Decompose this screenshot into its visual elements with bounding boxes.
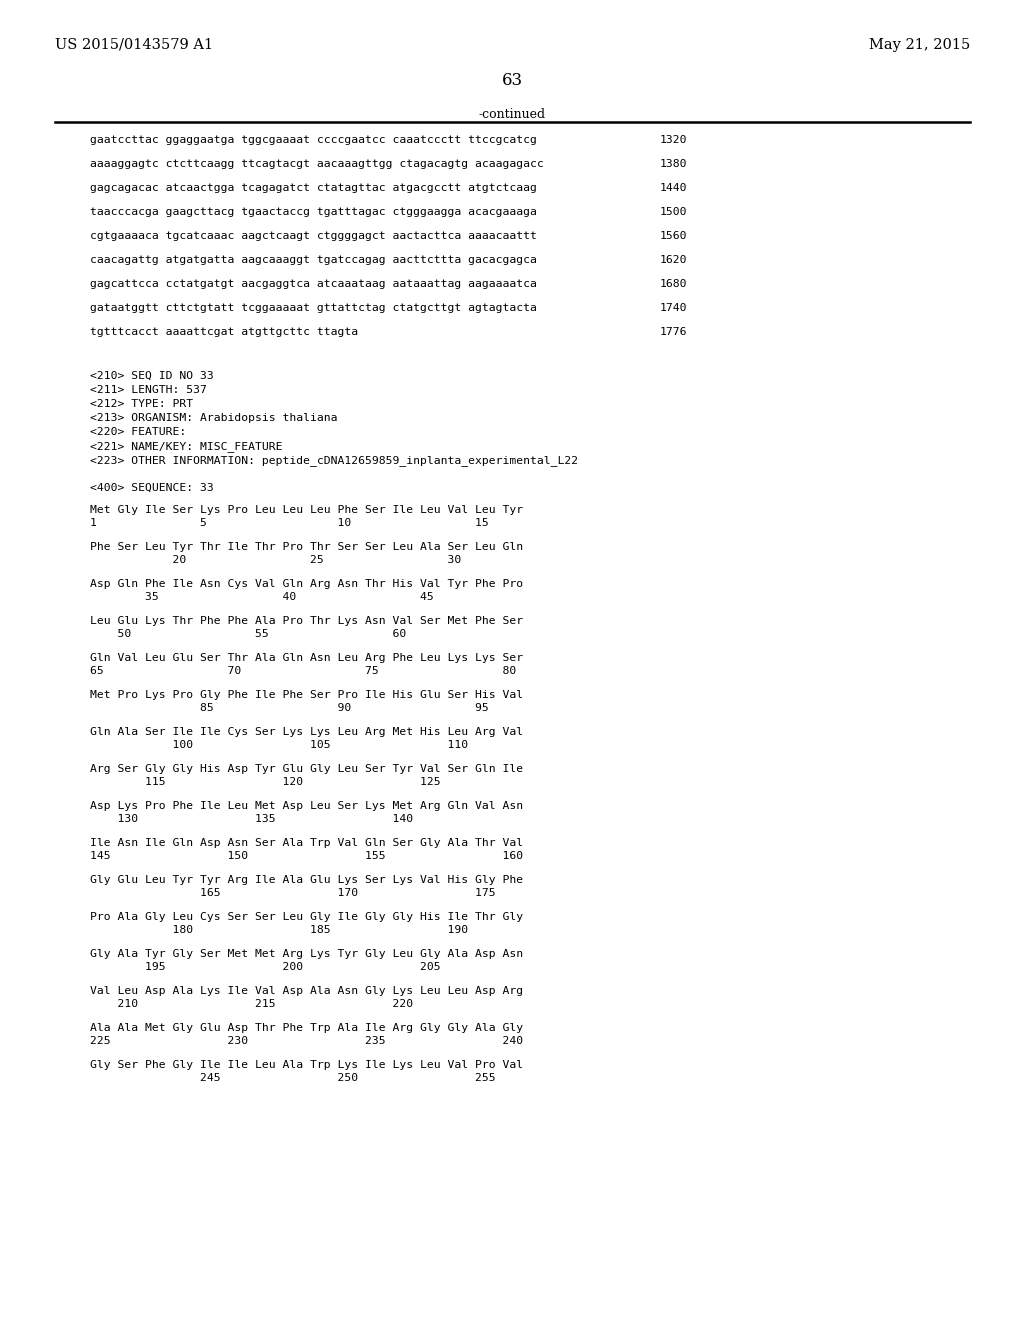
Text: cgtgaaaaca tgcatcaaac aagctcaagt ctggggagct aactacttca aaaacaattt: cgtgaaaaca tgcatcaaac aagctcaagt ctgggga… xyxy=(90,231,537,242)
Text: gagcagacac atcaactgga tcagagatct ctatagttac atgacgcctt atgtctcaag: gagcagacac atcaactgga tcagagatct ctatagt… xyxy=(90,183,537,193)
Text: 145                 150                 155                 160: 145 150 155 160 xyxy=(90,851,523,861)
Text: 20                  25                  30: 20 25 30 xyxy=(90,554,461,565)
Text: Ile Asn Ile Gln Asp Asn Ser Ala Trp Val Gln Ser Gly Ala Thr Val: Ile Asn Ile Gln Asp Asn Ser Ala Trp Val … xyxy=(90,838,523,847)
Text: 50                  55                  60: 50 55 60 xyxy=(90,630,407,639)
Text: gagcattcca cctatgatgt aacgaggtca atcaaataag aataaattag aagaaaatca: gagcattcca cctatgatgt aacgaggtca atcaaat… xyxy=(90,279,537,289)
Text: 165                 170                 175: 165 170 175 xyxy=(90,888,496,898)
Text: 65                  70                  75                  80: 65 70 75 80 xyxy=(90,667,516,676)
Text: gaatccttac ggaggaatga tggcgaaaat ccccgaatcc caaatccctt ttccgcatcg: gaatccttac ggaggaatga tggcgaaaat ccccgaa… xyxy=(90,135,537,145)
Text: 115                 120                 125: 115 120 125 xyxy=(90,777,440,787)
Text: Leu Glu Lys Thr Phe Phe Ala Pro Thr Lys Asn Val Ser Met Phe Ser: Leu Glu Lys Thr Phe Phe Ala Pro Thr Lys … xyxy=(90,616,523,626)
Text: <220> FEATURE:: <220> FEATURE: xyxy=(90,426,186,437)
Text: aaaaggagtc ctcttcaagg ttcagtacgt aacaaagttgg ctagacagtg acaagagacc: aaaaggagtc ctcttcaagg ttcagtacgt aacaaag… xyxy=(90,158,544,169)
Text: Met Pro Lys Pro Gly Phe Ile Phe Ser Pro Ile His Glu Ser His Val: Met Pro Lys Pro Gly Phe Ile Phe Ser Pro … xyxy=(90,690,523,700)
Text: 85                  90                  95: 85 90 95 xyxy=(90,704,488,713)
Text: 1740: 1740 xyxy=(660,304,687,313)
Text: 63: 63 xyxy=(502,73,522,88)
Text: <211> LENGTH: 537: <211> LENGTH: 537 xyxy=(90,385,207,395)
Text: 130                 135                 140: 130 135 140 xyxy=(90,814,413,824)
Text: 1620: 1620 xyxy=(660,255,687,265)
Text: Gln Val Leu Glu Ser Thr Ala Gln Asn Leu Arg Phe Leu Lys Lys Ser: Gln Val Leu Glu Ser Thr Ala Gln Asn Leu … xyxy=(90,653,523,663)
Text: Met Gly Ile Ser Lys Pro Leu Leu Leu Phe Ser Ile Leu Val Leu Tyr: Met Gly Ile Ser Lys Pro Leu Leu Leu Phe … xyxy=(90,506,523,515)
Text: May 21, 2015: May 21, 2015 xyxy=(868,38,970,51)
Text: 1500: 1500 xyxy=(660,207,687,216)
Text: <213> ORGANISM: Arabidopsis thaliana: <213> ORGANISM: Arabidopsis thaliana xyxy=(90,413,338,422)
Text: Asp Lys Pro Phe Ile Leu Met Asp Leu Ser Lys Met Arg Gln Val Asn: Asp Lys Pro Phe Ile Leu Met Asp Leu Ser … xyxy=(90,801,523,810)
Text: 1320: 1320 xyxy=(660,135,687,145)
Text: Val Leu Asp Ala Lys Ile Val Asp Ala Asn Gly Lys Leu Leu Asp Arg: Val Leu Asp Ala Lys Ile Val Asp Ala Asn … xyxy=(90,986,523,997)
Text: 1680: 1680 xyxy=(660,279,687,289)
Text: gataatggtt cttctgtatt tcggaaaaat gttattctag ctatgcttgt agtagtacta: gataatggtt cttctgtatt tcggaaaaat gttattc… xyxy=(90,304,537,313)
Text: 245                 250                 255: 245 250 255 xyxy=(90,1073,496,1082)
Text: Arg Ser Gly Gly His Asp Tyr Glu Gly Leu Ser Tyr Val Ser Gln Ile: Arg Ser Gly Gly His Asp Tyr Glu Gly Leu … xyxy=(90,764,523,774)
Text: Asp Gln Phe Ile Asn Cys Val Gln Arg Asn Thr His Val Tyr Phe Pro: Asp Gln Phe Ile Asn Cys Val Gln Arg Asn … xyxy=(90,579,523,589)
Text: 1               5                   10                  15: 1 5 10 15 xyxy=(90,517,488,528)
Text: Gly Ser Phe Gly Ile Ile Leu Ala Trp Lys Ile Lys Leu Val Pro Val: Gly Ser Phe Gly Ile Ile Leu Ala Trp Lys … xyxy=(90,1060,523,1071)
Text: 180                 185                 190: 180 185 190 xyxy=(90,925,468,935)
Text: <223> OTHER INFORMATION: peptide_cDNA12659859_inplanta_experimental_L22: <223> OTHER INFORMATION: peptide_cDNA126… xyxy=(90,455,579,466)
Text: <212> TYPE: PRT: <212> TYPE: PRT xyxy=(90,399,194,409)
Text: 1560: 1560 xyxy=(660,231,687,242)
Text: -continued: -continued xyxy=(478,108,546,121)
Text: 225                 230                 235                 240: 225 230 235 240 xyxy=(90,1036,523,1045)
Text: 195                 200                 205: 195 200 205 xyxy=(90,962,440,972)
Text: Pro Ala Gly Leu Cys Ser Ser Leu Gly Ile Gly Gly His Ile Thr Gly: Pro Ala Gly Leu Cys Ser Ser Leu Gly Ile … xyxy=(90,912,523,921)
Text: 1776: 1776 xyxy=(660,327,687,337)
Text: 35                  40                  45: 35 40 45 xyxy=(90,591,434,602)
Text: taacccacga gaagcttacg tgaactaccg tgatttagac ctgggaagga acacgaaaga: taacccacga gaagcttacg tgaactaccg tgattta… xyxy=(90,207,537,216)
Text: 1380: 1380 xyxy=(660,158,687,169)
Text: 100                 105                 110: 100 105 110 xyxy=(90,741,468,750)
Text: tgtttcacct aaaattcgat atgttgcttc ttagta: tgtttcacct aaaattcgat atgttgcttc ttagta xyxy=(90,327,358,337)
Text: Gly Glu Leu Tyr Tyr Arg Ile Ala Glu Lys Ser Lys Val His Gly Phe: Gly Glu Leu Tyr Tyr Arg Ile Ala Glu Lys … xyxy=(90,875,523,884)
Text: <210> SEQ ID NO 33: <210> SEQ ID NO 33 xyxy=(90,371,214,381)
Text: 1440: 1440 xyxy=(660,183,687,193)
Text: Phe Ser Leu Tyr Thr Ile Thr Pro Thr Ser Ser Leu Ala Ser Leu Gln: Phe Ser Leu Tyr Thr Ile Thr Pro Thr Ser … xyxy=(90,543,523,552)
Text: <400> SEQUENCE: 33: <400> SEQUENCE: 33 xyxy=(90,483,214,492)
Text: Gln Ala Ser Ile Ile Cys Ser Lys Lys Leu Arg Met His Leu Arg Val: Gln Ala Ser Ile Ile Cys Ser Lys Lys Leu … xyxy=(90,727,523,737)
Text: <221> NAME/KEY: MISC_FEATURE: <221> NAME/KEY: MISC_FEATURE xyxy=(90,441,283,451)
Text: Gly Ala Tyr Gly Ser Met Met Arg Lys Tyr Gly Leu Gly Ala Asp Asn: Gly Ala Tyr Gly Ser Met Met Arg Lys Tyr … xyxy=(90,949,523,960)
Text: US 2015/0143579 A1: US 2015/0143579 A1 xyxy=(55,38,213,51)
Text: caacagattg atgatgatta aagcaaaggt tgatccagag aacttcttta gacacgagca: caacagattg atgatgatta aagcaaaggt tgatcca… xyxy=(90,255,537,265)
Text: Ala Ala Met Gly Glu Asp Thr Phe Trp Ala Ile Arg Gly Gly Ala Gly: Ala Ala Met Gly Glu Asp Thr Phe Trp Ala … xyxy=(90,1023,523,1034)
Text: 210                 215                 220: 210 215 220 xyxy=(90,999,413,1008)
